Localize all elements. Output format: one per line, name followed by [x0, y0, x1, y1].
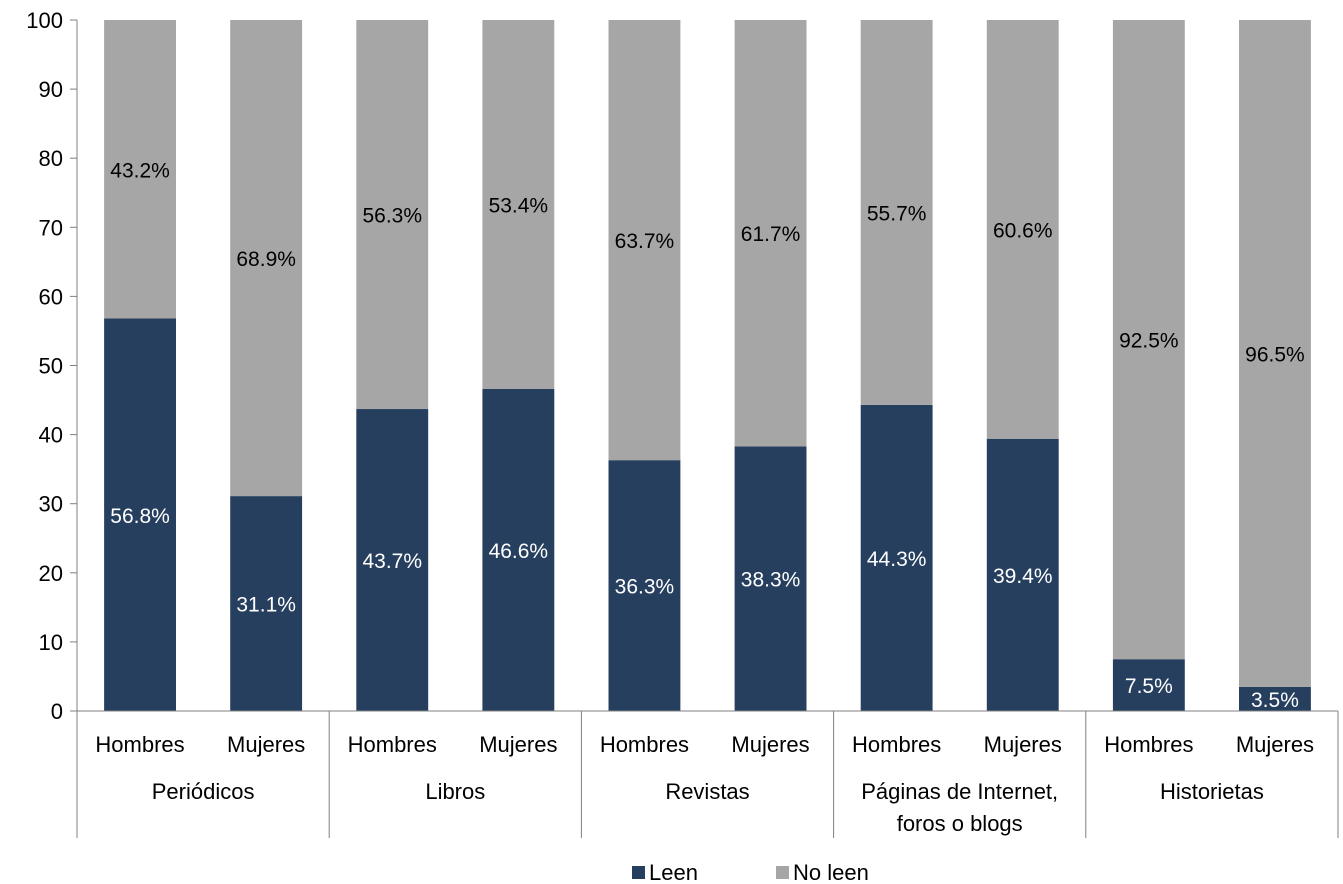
- data-label: 68.9%: [236, 248, 296, 271]
- legend-swatch: [776, 866, 789, 879]
- bar-no-leen: [356, 20, 429, 410]
- y-tick-label: 40: [39, 423, 63, 448]
- bar-leen: [860, 404, 933, 711]
- y-tick-label: 20: [39, 561, 63, 586]
- legend-swatch: [632, 866, 645, 879]
- data-label: 63.7%: [615, 230, 675, 253]
- bar-leen: [356, 409, 429, 711]
- x-subcategory-label: Hombres: [1104, 732, 1193, 757]
- bar-leen: [986, 438, 1059, 711]
- bar-leen: [482, 388, 555, 711]
- x-subcategory-label: Mujeres: [479, 732, 557, 757]
- bar-no-leen: [860, 20, 933, 405]
- legend: Leen No leen: [632, 860, 869, 884]
- bar-leen: [230, 496, 303, 711]
- y-tick-label: 100: [26, 8, 63, 33]
- data-label: 53.4%: [489, 194, 549, 217]
- data-label: 60.6%: [993, 219, 1053, 242]
- data-label: 96.5%: [1245, 343, 1305, 366]
- x-subcategory-label: Mujeres: [227, 732, 305, 757]
- data-label: 43.7%: [362, 550, 422, 573]
- y-axis: 0 10 20 30 40 50 60 70 80 90 100: [26, 8, 78, 838]
- x-group-label: Libros: [425, 779, 485, 804]
- x-subcategory-label: Hombres: [852, 732, 941, 757]
- data-label: 61.7%: [741, 223, 801, 246]
- data-label: 7.5%: [1125, 675, 1173, 698]
- x-group-label: Periódicos: [152, 779, 255, 804]
- x-group-label: Revistas: [665, 779, 749, 804]
- x-subcategory-label: Hombres: [348, 732, 437, 757]
- bar-no-leen: [608, 20, 681, 461]
- x-subcategory-label: Mujeres: [984, 732, 1062, 757]
- data-label: 56.8%: [110, 505, 170, 528]
- data-label: 44.3%: [867, 548, 927, 571]
- x-subcategory-label: Mujeres: [731, 732, 809, 757]
- data-label: 56.3%: [362, 205, 422, 228]
- legend-label: Leen: [649, 860, 698, 884]
- legend-label: No leen: [793, 860, 869, 884]
- data-label: 39.4%: [993, 565, 1053, 588]
- x-group-label: Historietas: [1160, 779, 1264, 804]
- data-label: 43.2%: [110, 159, 170, 182]
- bar-no-leen: [230, 20, 303, 497]
- data-label: 3.5%: [1251, 689, 1299, 712]
- y-tick-label: 0: [51, 699, 63, 724]
- y-tick-label: 70: [39, 215, 63, 240]
- bar-no-leen: [104, 20, 176, 319]
- y-tick-label: 10: [39, 630, 63, 655]
- x-subcategory-label: Hombres: [600, 732, 689, 757]
- bar-leen: [104, 318, 176, 711]
- x-axis: Hombres Mujeres Hombres Mujeres Hombres Mujer…: [77, 710, 1339, 838]
- y-tick-label: 90: [39, 77, 63, 102]
- bar-no-leen: [1239, 20, 1311, 687]
- bars: 56.8% 43.2% 31.1% 68.9% 43.7% 56.3% 46.6% 53.4%…: [104, 20, 1311, 712]
- data-label: 36.3%: [615, 576, 675, 599]
- y-tick-label: 30: [39, 492, 63, 517]
- x-group-label: Páginas de Internet,: [861, 779, 1058, 804]
- x-subcategory-label: Hombres: [95, 732, 184, 757]
- data-label: 55.7%: [867, 202, 927, 225]
- bar-no-leen: [734, 20, 807, 447]
- data-label: 92.5%: [1119, 330, 1179, 353]
- bar-leen: [1112, 659, 1185, 711]
- data-label: 31.1%: [236, 594, 296, 617]
- data-label: 38.3%: [741, 569, 801, 592]
- data-label: 46.6%: [489, 540, 549, 563]
- y-tick-label: 80: [39, 146, 63, 171]
- bar-no-leen: [1112, 20, 1185, 660]
- bar-no-leen: [986, 20, 1059, 439]
- bar-leen: [734, 446, 807, 711]
- x-group-label: foros o blogs: [897, 811, 1023, 836]
- y-tick-label: 60: [39, 284, 63, 309]
- bar-leen: [608, 460, 681, 711]
- x-subcategory-label: Mujeres: [1236, 732, 1314, 757]
- bar-leen: [1239, 686, 1311, 711]
- bar-no-leen: [482, 20, 555, 389]
- y-tick-label: 50: [39, 354, 63, 379]
